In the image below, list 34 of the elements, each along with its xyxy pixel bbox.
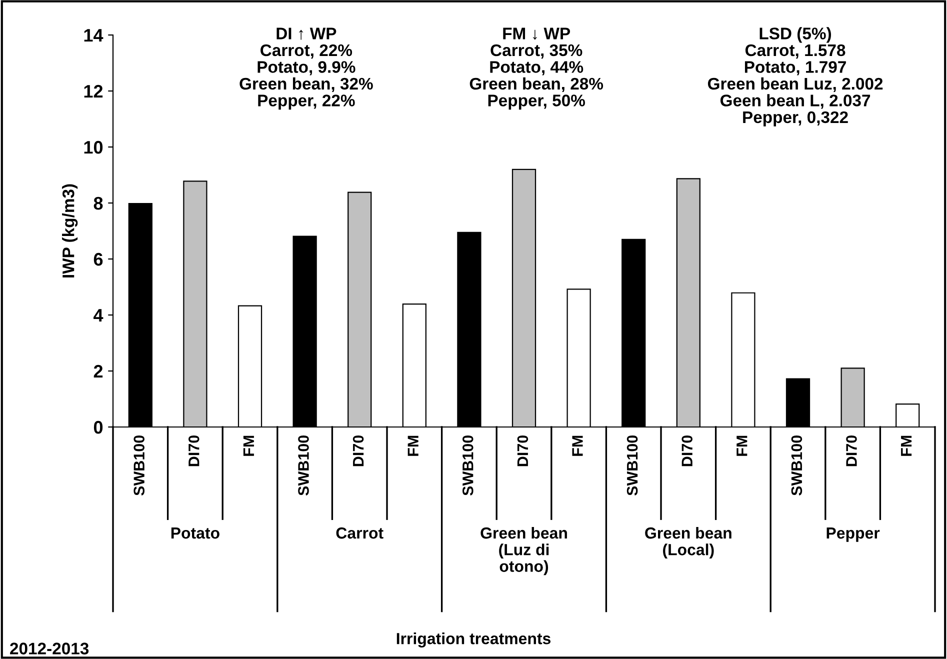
text: Green bean (Luz di otono) xyxy=(480,526,567,576)
x-tick-label: DI70 xyxy=(188,435,200,466)
text: Green bean (Local) xyxy=(645,526,732,558)
y-tick-label: 8 xyxy=(94,196,103,210)
x-tick-label: FM xyxy=(572,436,583,456)
x-tick-label: SWB100 xyxy=(298,435,309,496)
annotation: DI ↑ WP Carrot, 22% Potato, 9.9% Green bean, 32% Pepper, 22% xyxy=(240,28,373,110)
y-axis-title: IWP (kg/m3) xyxy=(62,184,78,278)
x-tick-label: FM xyxy=(901,436,912,456)
x-tick-label: SWB100 xyxy=(626,435,638,496)
y-tick-label: 4 xyxy=(94,309,104,322)
annotation: FM ↓ WP Carrot, 35% Potato, 44% Green bean, 28% Pepper, 50% xyxy=(470,28,604,110)
x-tick-label: FM xyxy=(736,436,748,456)
y-tick-label: 12 xyxy=(84,84,103,98)
x-tick-label: SWB100 xyxy=(134,435,144,496)
y-tick-label: 0 xyxy=(94,420,103,434)
x-tick-label: DI70 xyxy=(846,435,857,466)
text: 2012-2013 xyxy=(10,642,89,654)
x-tick-label: SWB100 xyxy=(791,435,802,496)
x-tick-label: FM xyxy=(408,436,418,456)
x-tick-label: DI70 xyxy=(682,435,692,466)
y-tick-label: 10 xyxy=(84,140,103,154)
text: Carrot xyxy=(336,527,384,539)
x-tick-label: DI70 xyxy=(352,435,364,466)
text: Irrigation treatments xyxy=(396,632,551,648)
x-tick-label: SWB100 xyxy=(462,435,474,496)
text: Potato xyxy=(171,528,220,539)
x-tick-label: DI70 xyxy=(517,435,528,466)
y-tick-label: 6 xyxy=(94,252,103,266)
y-tick-label: 2 xyxy=(94,364,103,378)
annotation: LSD (5%) Carrot, 1.578 Potato, 1.797 Green bean Luz, 2.002 Geen bean L, 2.037 Pepper, 0,322 xyxy=(708,27,883,126)
text: Pepper xyxy=(826,528,880,542)
y-tick-label: 14 xyxy=(84,29,104,42)
x-tick-label: FM xyxy=(243,436,254,456)
